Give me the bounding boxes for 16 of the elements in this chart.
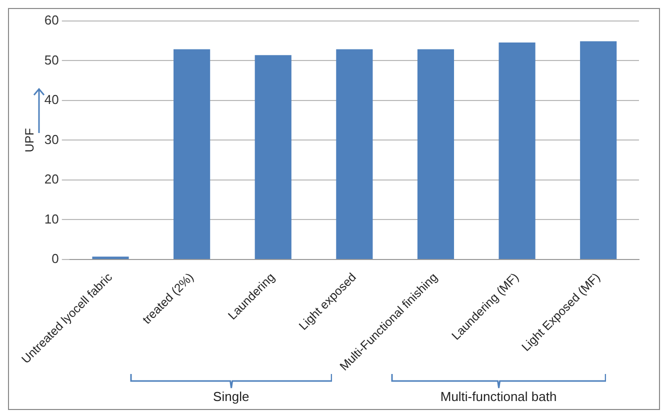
y-tick-label: 0 (52, 251, 59, 266)
bar (254, 55, 292, 259)
y-axis-title: UPF (22, 128, 37, 152)
bar (174, 49, 210, 259)
y-tick-label: 10 (44, 211, 59, 226)
bar (498, 42, 536, 259)
bar (336, 49, 373, 259)
y-tick-label: 20 (44, 172, 59, 187)
y-tick-label: 40 (44, 92, 59, 108)
y-tick-label: 30 (44, 132, 59, 147)
y-tick-label: 60 (44, 12, 59, 28)
text: Multi-functional bath (439, 389, 558, 404)
text: Single (212, 389, 250, 404)
bar (580, 41, 617, 259)
bar (417, 49, 454, 259)
y-tick-label: 50 (44, 52, 59, 68)
